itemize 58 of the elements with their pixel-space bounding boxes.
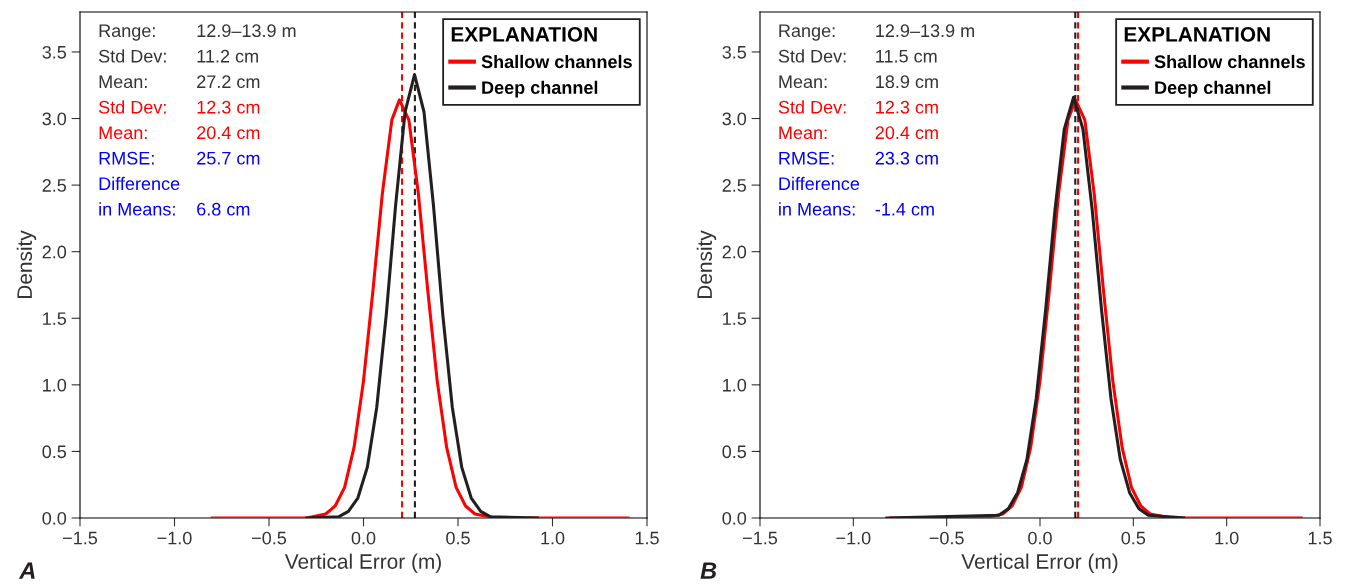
legend-title: EXPLANATION (1124, 26, 1270, 42)
text: Mean: 27.2 cm (99, 75, 260, 89)
legend-label: Deep channel (482, 80, 598, 98)
y-tick-label: 2.0 (42, 245, 67, 259)
y-tick-label: 1.0 (723, 378, 747, 392)
text: Mean: 20.4 cm (779, 126, 938, 140)
y-tick-label: 1.5 (723, 312, 747, 325)
x-tick-label: 1.0 (541, 531, 565, 545)
x-tick-label: 0.5 (1121, 531, 1146, 545)
x-tick-label: 1.5 (1308, 531, 1332, 545)
x-tick-label: −0.5 (929, 531, 964, 545)
x-tick-label: 1.0 (1215, 531, 1239, 545)
legend-label: Shallow channels (481, 54, 632, 69)
y-tick-label: 3.5 (42, 45, 67, 59)
y-tick-label: 3.0 (42, 112, 67, 126)
x-tick-label: −1.0 (157, 531, 192, 545)
x-axis-title: Vertical Error (m) (961, 553, 1118, 573)
y-tick-label: 1.0 (43, 378, 67, 392)
text: Mean: 18.9 cm (779, 75, 938, 89)
y-tick-label: 1.5 (43, 312, 67, 325)
x-tick-label: 1.5 (635, 531, 659, 545)
annotation: Difference (99, 176, 180, 191)
y-tick-label: 0.5 (42, 445, 67, 459)
x-tick-label: 0.0 (1028, 531, 1052, 545)
text: in Means: 6.8 cm (99, 202, 250, 216)
text: RMSE: 23.3 cm (779, 151, 938, 165)
y-tick-label: 2.5 (42, 179, 67, 192)
legend-label: Deep channel (1155, 80, 1271, 98)
y-tick-label: 3.0 (722, 112, 747, 126)
text: Std Dev: 12.3 cm (778, 100, 938, 114)
y-axis-title: Density (16, 230, 37, 299)
annotation: in Means: -1.4 cm (779, 202, 934, 216)
annotation: Difference (779, 176, 860, 191)
y-tick-label: 3.5 (722, 45, 747, 59)
text: Std Dev: 11.5 cm (778, 49, 937, 63)
legend-title: EXPLANATION (451, 26, 597, 42)
x-tick-label: −1.0 (836, 531, 871, 545)
y-tick-label: 2.0 (722, 245, 747, 259)
text: A (18, 562, 35, 579)
text: Range: 12.9–13.9 m (779, 24, 974, 41)
text: Std Dev: 11.2 cm (98, 49, 258, 63)
legend-label: Shallow channels (1154, 54, 1305, 69)
x-tick-label: −1.5 (743, 531, 778, 545)
x-tick-label: −1.5 (63, 531, 98, 545)
y-axis-title: Density (696, 230, 717, 299)
x-tick-label: 0.0 (351, 531, 376, 545)
text: RMSE: 25.7 cm (99, 151, 260, 165)
y-tick-label: 0.5 (722, 445, 747, 459)
text: Mean: 20.4 cm (99, 126, 260, 140)
text: Std Dev: 12.3 cm (98, 100, 260, 114)
text: B (700, 562, 717, 579)
y-tick-label: 2.5 (722, 179, 747, 192)
x-tick-label: −0.5 (252, 531, 287, 545)
x-axis-title: Vertical Error (m) (284, 553, 441, 573)
text: Range: 12.9–13.9 m (99, 24, 296, 41)
x-tick-label: 0.5 (446, 531, 470, 545)
y-tick-label: 0.0 (722, 511, 747, 525)
y-tick-label: 0.0 (42, 511, 67, 525)
